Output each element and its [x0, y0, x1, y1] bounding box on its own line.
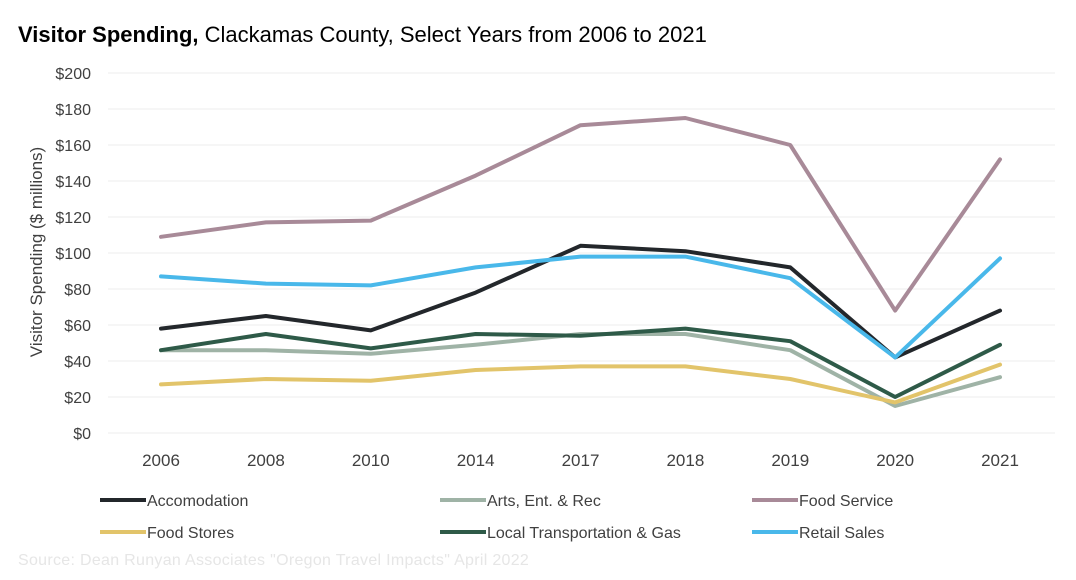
x-tick-label: 2021: [981, 451, 1019, 470]
y-tick-label: $140: [55, 174, 91, 191]
y-tick-label: $60: [64, 318, 91, 335]
y-axis-label: Visitor Spending ($ millions): [27, 147, 46, 357]
series-line: [159, 326, 1002, 399]
x-tick-label: 2020: [876, 451, 914, 470]
y-tick-label: $200: [55, 66, 91, 83]
legend-label: Retail Sales: [799, 525, 884, 542]
y-tick-label: $40: [64, 354, 91, 371]
x-tick-label: 2008: [247, 451, 285, 470]
x-tick-label: 2014: [457, 451, 495, 470]
chart-title: Visitor Spending, Clackamas County, Sele…: [18, 22, 707, 47]
y-tick-label: $80: [64, 282, 91, 299]
legend: Accomodation Arts, Ent. & Rec Food Service…: [100, 493, 893, 542]
legend-item: Accomodation: [100, 493, 248, 510]
gridlines: [108, 72, 1055, 434]
y-tick-label: $160: [55, 138, 91, 155]
series-line: [159, 332, 1002, 408]
series-line: [159, 243, 1002, 360]
legend-label: Arts, Ent. & Rec: [487, 493, 601, 510]
legend-item: Food Stores: [100, 525, 234, 542]
chart-title-bold: Visitor Spending,: [18, 22, 199, 47]
series-lines: [159, 116, 1002, 408]
y-tick-label: $0: [73, 426, 91, 443]
source-note: Source: Dean Runyan Associates "Oregon T…: [18, 552, 530, 569]
y-axis-ticks: $0 $20 $40 $60 $80 $100 $120 $140 $160 $180 $200: [55, 66, 91, 443]
legend-label: Food Stores: [147, 525, 234, 542]
series-line: [159, 116, 1002, 313]
series-line: [159, 254, 1002, 360]
legend-item: Arts, Ent. & Rec: [440, 493, 601, 510]
legend-label: Accomodation: [147, 493, 248, 510]
series-line: [159, 362, 1002, 405]
legend-item: Retail Sales: [752, 525, 884, 542]
x-tick-label: 2006: [142, 451, 180, 470]
legend-item: Food Service: [752, 493, 893, 510]
legend-label: Food Service: [799, 493, 893, 510]
legend-label: Local Transportation & Gas: [487, 525, 681, 542]
chart-title-rest: Clackamas County, Select Years from 2006…: [199, 22, 707, 47]
y-tick-label: $100: [55, 246, 91, 263]
x-tick-label: 2010: [352, 451, 390, 470]
y-tick-label: $20: [64, 390, 91, 407]
legend-item: Local Transportation & Gas: [440, 525, 681, 542]
x-tick-label: 2019: [771, 451, 809, 470]
y-tick-label: $180: [55, 102, 91, 119]
x-tick-label: 2018: [666, 451, 704, 470]
x-tick-label: 2017: [562, 451, 600, 470]
x-axis-ticks: 2006 2008 2010 2014 2017 2018 2019 2020 2021: [142, 451, 1019, 470]
y-tick-label: $120: [55, 210, 91, 227]
